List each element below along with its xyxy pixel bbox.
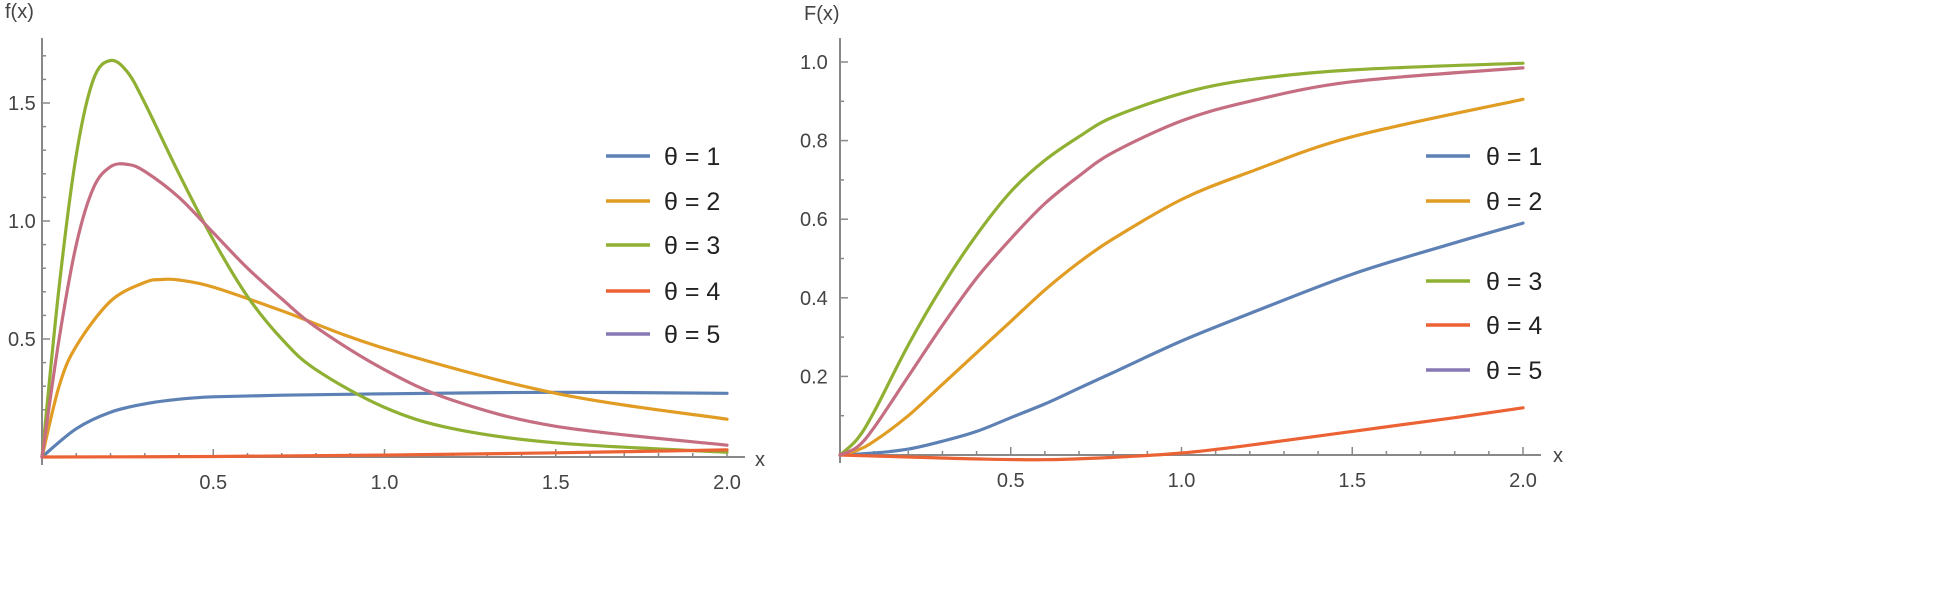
x-tick-label: 0.5 bbox=[997, 470, 1025, 492]
legend-label: θ = 4 bbox=[664, 278, 720, 306]
y-tick-label: 0.8 bbox=[800, 131, 828, 153]
series-line-3 bbox=[838, 61, 1525, 457]
x-tick-label: 0.5 bbox=[199, 472, 227, 494]
legend-label: θ = 1 bbox=[664, 143, 720, 171]
y-tick-label: 0.2 bbox=[800, 366, 828, 388]
legend-label: θ = 5 bbox=[1486, 357, 1542, 385]
legend-label: θ = 4 bbox=[1486, 312, 1542, 340]
y-tick-label: 1.0 bbox=[800, 52, 828, 74]
series-line-3 bbox=[40, 58, 729, 459]
series-line-1 bbox=[838, 221, 1525, 457]
legend-label: θ = 3 bbox=[664, 232, 720, 260]
y-axis-title: f(x) bbox=[5, 1, 34, 23]
y-tick-label: 0.6 bbox=[800, 209, 828, 231]
series-line-2 bbox=[838, 97, 1525, 457]
series-line-4 bbox=[40, 448, 729, 459]
y-tick-label: 1.5 bbox=[8, 93, 36, 115]
series-line-2 bbox=[40, 277, 729, 459]
legend-label: θ = 1 bbox=[1486, 143, 1542, 171]
x-tick-label: 2.0 bbox=[1509, 470, 1537, 492]
series-line-extra-5 bbox=[40, 162, 729, 459]
x-tick-label: 1.5 bbox=[1338, 470, 1366, 492]
x-tick-label: 2.0 bbox=[713, 472, 741, 494]
series-line-4 bbox=[838, 406, 1525, 462]
legend-label: θ = 2 bbox=[664, 188, 720, 216]
legend-label: θ = 2 bbox=[1486, 188, 1542, 216]
legend-label: θ = 3 bbox=[1486, 268, 1542, 296]
y-tick-label: 0.4 bbox=[800, 288, 828, 310]
x-axis-title: x bbox=[1553, 445, 1563, 467]
x-tick-label: 1.0 bbox=[1168, 470, 1196, 492]
series-line-extra-5 bbox=[838, 66, 1525, 457]
x-tick-label: 1.0 bbox=[371, 472, 399, 494]
legend-label: θ = 5 bbox=[664, 321, 720, 349]
y-axis-title: F(x) bbox=[804, 3, 840, 25]
y-tick-label: 0.5 bbox=[8, 329, 36, 351]
x-tick-label: 1.5 bbox=[542, 472, 570, 494]
y-tick-label: 1.0 bbox=[8, 211, 36, 233]
x-axis-title: x bbox=[755, 449, 765, 471]
